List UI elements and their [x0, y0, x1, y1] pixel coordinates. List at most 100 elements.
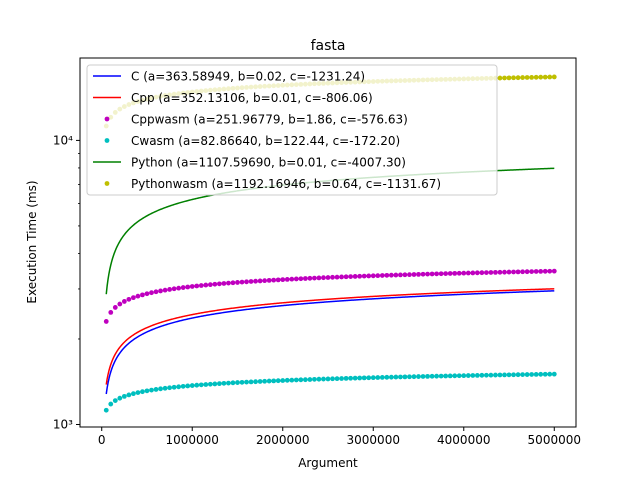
series-3-point	[131, 295, 136, 301]
axis-layer: 0 1000000 2000000 3000000 4000000 5000000 10³ 1…	[53, 133, 581, 447]
series-4-point	[497, 372, 503, 378]
series-3-point	[352, 274, 358, 279]
legend-label: C (a=363.58949, b=0.02, c=-1231.24)	[131, 70, 365, 84]
x-tick-label: 2000000	[256, 433, 309, 447]
series-4-point	[325, 376, 331, 382]
series-3-point	[262, 278, 268, 284]
series-3-point	[221, 281, 227, 286]
series-6-point	[497, 75, 503, 81]
series-4-point	[420, 374, 426, 379]
series-4-point	[520, 372, 525, 378]
series-4-point	[524, 372, 530, 377]
series-3-point	[149, 290, 154, 296]
series-3-point	[171, 286, 177, 292]
x-tick-label: 4000000	[437, 433, 490, 447]
series-3-point	[248, 279, 254, 284]
series-3-point	[302, 276, 308, 281]
series-4-point	[126, 392, 132, 398]
x-tick-label: 5000000	[528, 433, 581, 447]
series-3-point	[307, 275, 313, 281]
series-4-point	[203, 382, 209, 387]
series-4-point	[538, 371, 544, 377]
series-3-point	[212, 281, 218, 287]
series-3-point	[135, 293, 141, 299]
series-3-point	[330, 274, 335, 280]
series-4-point	[502, 372, 507, 378]
x-axis-label: Argument	[298, 456, 358, 470]
series-3-point	[393, 272, 399, 278]
series-4-point	[511, 372, 516, 378]
series-3-point	[289, 276, 295, 282]
series-3-point	[361, 273, 367, 279]
series-3-point	[502, 269, 507, 275]
series-3-point	[266, 277, 272, 283]
series-4-point	[361, 375, 367, 381]
series-6-point	[529, 74, 535, 80]
y-tick-label: 10⁴	[53, 133, 73, 147]
series-3-point	[158, 288, 163, 294]
series-3-point	[402, 272, 408, 278]
series-3-point	[497, 269, 503, 275]
legend-label: Cppwasm (a=251.96779, b=1.86, c=-576.63)	[131, 113, 408, 127]
chart-title: fasta	[311, 38, 346, 54]
series-4-point	[456, 373, 462, 379]
legend-label: Cpp (a=352.13106, b=0.01, c=-806.06)	[131, 91, 373, 105]
series-4-point	[176, 384, 182, 390]
legend-marker-swatch	[104, 181, 110, 186]
series-4-point	[443, 373, 449, 379]
series-3-point	[126, 296, 132, 302]
series-4-point	[312, 376, 317, 382]
series-4-point	[465, 373, 471, 378]
series-6-point	[515, 75, 521, 81]
series-3-point	[207, 282, 213, 288]
series-4-point	[149, 387, 154, 393]
legend-box	[86, 64, 498, 196]
series-3-point	[167, 287, 173, 292]
series-4-point	[388, 374, 394, 380]
series-4-point	[416, 374, 421, 379]
series-3-point	[198, 283, 204, 288]
y-axis-label: Execution Time (ms)	[25, 180, 39, 303]
series-4-point	[158, 386, 163, 392]
series-4-point	[506, 372, 512, 378]
series-6-point	[520, 75, 525, 80]
series-3-point	[506, 269, 512, 275]
series-3-point	[180, 285, 186, 290]
series-4-point	[162, 385, 168, 391]
series-3-point	[447, 271, 453, 276]
series-3-point	[379, 273, 385, 278]
series-3-point	[162, 287, 168, 293]
series-4-point	[321, 376, 326, 382]
series-3-point	[235, 280, 240, 285]
series-4-point	[339, 376, 344, 381]
series-6-point	[502, 75, 507, 81]
series-4-point	[103, 407, 109, 413]
series-3-point	[366, 273, 372, 279]
series-4-point	[180, 383, 186, 389]
series-4-point	[280, 378, 286, 383]
series-4-point	[411, 374, 417, 380]
legend-marker-swatch	[104, 138, 110, 143]
series-4-point	[289, 377, 295, 383]
series-3-point	[524, 269, 530, 275]
series-3-point	[203, 282, 209, 288]
series-4-point	[167, 385, 173, 391]
series-4-point	[207, 381, 213, 387]
series-4-point	[551, 371, 557, 377]
series-4-point	[493, 372, 498, 378]
series-4-point	[140, 389, 145, 395]
legend: C (a=363.58949, b=0.02, c=-1231.24) Cpp (…	[86, 64, 498, 196]
series-4-point	[429, 373, 435, 379]
y-tick-label: 10³	[53, 418, 73, 432]
series-4-point	[379, 375, 385, 380]
series-3-point	[465, 270, 471, 276]
series-4-point	[384, 374, 390, 380]
series-4-point	[226, 380, 231, 386]
series-3-point	[226, 280, 231, 286]
series-3-point	[103, 319, 109, 324]
series-4-point	[447, 373, 453, 379]
series-4-point	[253, 379, 258, 385]
x-tick-label: 0	[98, 433, 106, 447]
series-4-point	[235, 380, 240, 385]
series-4-point	[257, 379, 263, 384]
